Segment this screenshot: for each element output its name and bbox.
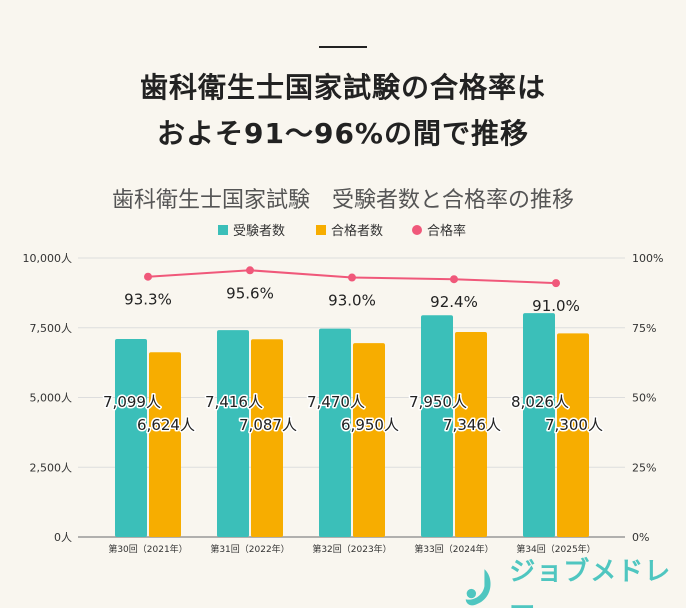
bar-label-passers: 7,087人 xyxy=(239,416,297,434)
y-left-tick: 5,000人 xyxy=(30,392,73,405)
logo-mark-icon xyxy=(465,569,491,606)
bar-label-passers: 6,950人 xyxy=(341,416,399,434)
x-tick: 第33回（2024年） xyxy=(414,543,493,555)
y-left-tick: 7,500人 xyxy=(30,322,73,335)
bar-passers xyxy=(251,339,283,537)
y-left-tick: 10,000人 xyxy=(23,252,73,265)
y-left-tick: 2,500人 xyxy=(30,461,73,474)
legend-swatch xyxy=(218,225,228,235)
rate-label: 92.4% xyxy=(430,293,478,311)
bar-passers xyxy=(455,332,487,537)
y-right-tick: 50% xyxy=(632,392,656,405)
x-tick: 第32回（2023年） xyxy=(312,543,391,555)
bar-passers xyxy=(557,333,589,537)
y-left-tick: 0人 xyxy=(54,531,72,544)
point-pass-rate xyxy=(246,266,254,275)
legend-swatch xyxy=(412,225,422,235)
rate-label: 91.0% xyxy=(532,297,580,315)
bar-examinees xyxy=(421,315,453,537)
bar-label-examinees: 7,099人 xyxy=(103,393,161,411)
bar-label-examinees: 8,026人 xyxy=(511,393,569,411)
point-pass-rate xyxy=(348,273,356,282)
bar-label-examinees: 7,950人 xyxy=(409,393,467,411)
y-right-tick: 100% xyxy=(632,252,663,265)
bar-label-passers: 6,624人 xyxy=(137,416,195,434)
rate-label: 93.0% xyxy=(328,292,376,310)
bar-examinees xyxy=(217,330,249,537)
x-tick: 第31回（2022年） xyxy=(210,543,289,555)
legend-swatch xyxy=(316,225,326,235)
divider xyxy=(319,46,367,48)
legend-label: 受験者数 xyxy=(233,224,285,239)
legend-label: 合格者数 xyxy=(331,223,383,239)
brand-logo: ジョブメドレー xyxy=(462,551,686,608)
x-tick: 第30回（2021年） xyxy=(108,543,187,555)
point-pass-rate xyxy=(450,275,458,284)
y-right-tick: 0% xyxy=(632,531,649,544)
bar-label-examinees: 7,416人 xyxy=(205,393,263,411)
rate-label: 93.3% xyxy=(124,291,172,309)
bar-label-examinees: 7,470人 xyxy=(307,393,365,411)
bar-examinees xyxy=(319,328,351,537)
x-tick: 第34回（2025年） xyxy=(516,543,595,555)
bar-passers xyxy=(353,343,385,537)
chart-title: 歯科衛生士国家試験 受験者数と合格率の推移 xyxy=(111,188,574,213)
point-pass-rate xyxy=(144,272,152,281)
headline-line1: 歯科衛生士国家試験の合格率は xyxy=(139,71,546,104)
y-right-tick: 25% xyxy=(632,461,656,474)
brand-name: ジョブメドレー xyxy=(509,557,672,608)
bar-label-passers: 7,300人 xyxy=(545,416,603,434)
bar-examinees xyxy=(523,313,555,537)
bar-passers xyxy=(149,352,181,537)
point-pass-rate xyxy=(552,279,560,288)
headline-line2: およそ91～96%の間で推移 xyxy=(157,117,529,150)
bar-label-passers: 7,346人 xyxy=(443,416,501,434)
rate-label: 95.6% xyxy=(226,284,274,302)
y-right-tick: 75% xyxy=(632,322,656,335)
legend-label: 合格率 xyxy=(427,223,466,239)
bar-examinees xyxy=(115,338,147,537)
